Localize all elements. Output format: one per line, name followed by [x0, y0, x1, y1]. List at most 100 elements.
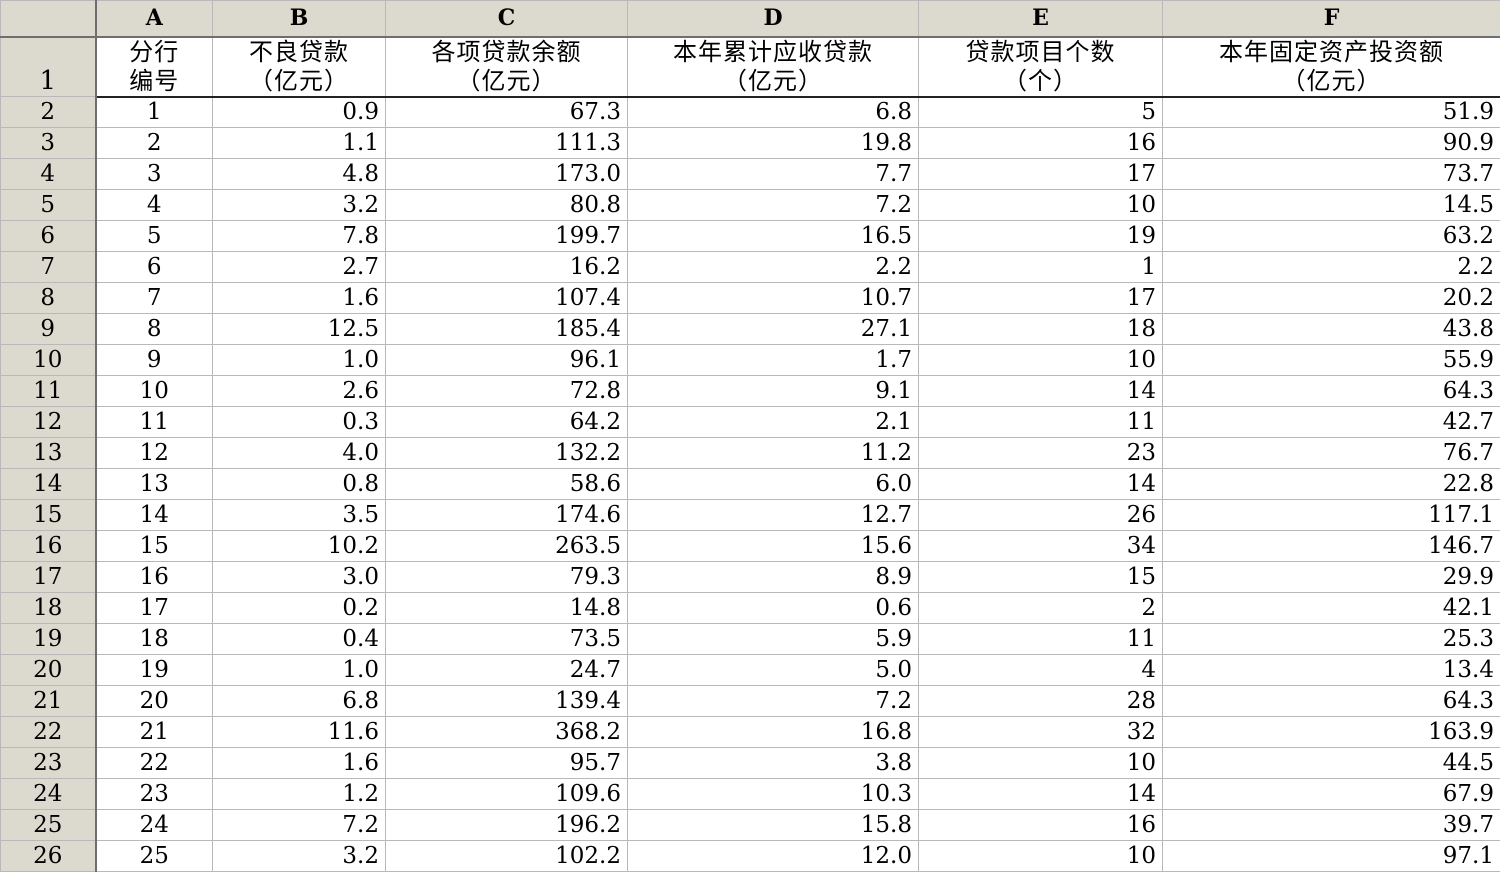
cell-b[interactable]: 0.3: [213, 407, 386, 438]
cell-a[interactable]: 10: [96, 376, 213, 407]
cell-b[interactable]: 12.5: [213, 314, 386, 345]
row-header[interactable]: 16: [1, 531, 96, 562]
header-cell-loan-project-count[interactable]: 贷款项目个数（个）: [919, 37, 1163, 97]
cell-f[interactable]: 146.7: [1163, 531, 1500, 562]
cell-f[interactable]: 22.8: [1163, 469, 1500, 500]
cell-d[interactable]: 16.8: [628, 717, 919, 748]
cell-e[interactable]: 18: [919, 314, 1163, 345]
row-header[interactable]: 20: [1, 655, 96, 686]
cell-c[interactable]: 95.7: [386, 748, 628, 779]
cell-a[interactable]: 18: [96, 624, 213, 655]
column-header-e[interactable]: E: [919, 1, 1163, 37]
select-all-corner[interactable]: [1, 1, 96, 37]
cell-c[interactable]: 107.4: [386, 283, 628, 314]
header-cell-bad-loans[interactable]: 不良贷款（亿元）: [213, 37, 386, 97]
cell-d[interactable]: 1.7: [628, 345, 919, 376]
header-cell-loan-balance[interactable]: 各项贷款余额（亿元）: [386, 37, 628, 97]
row-header[interactable]: 12: [1, 407, 96, 438]
cell-c[interactable]: 199.7: [386, 221, 628, 252]
cell-e[interactable]: 1: [919, 252, 1163, 283]
cell-b[interactable]: 3.0: [213, 562, 386, 593]
cell-b[interactable]: 7.2: [213, 810, 386, 841]
cell-a[interactable]: 24: [96, 810, 213, 841]
cell-a[interactable]: 14: [96, 500, 213, 531]
cell-d[interactable]: 6.0: [628, 469, 919, 500]
cell-e[interactable]: 34: [919, 531, 1163, 562]
cell-e[interactable]: 11: [919, 407, 1163, 438]
cell-e[interactable]: 11: [919, 624, 1163, 655]
cell-d[interactable]: 15.8: [628, 810, 919, 841]
row-header[interactable]: 5: [1, 190, 96, 221]
cell-c[interactable]: 24.7: [386, 655, 628, 686]
cell-b[interactable]: 2.7: [213, 252, 386, 283]
cell-e[interactable]: 5: [919, 97, 1163, 128]
cell-b[interactable]: 1.2: [213, 779, 386, 810]
cell-e[interactable]: 15: [919, 562, 1163, 593]
row-header[interactable]: 7: [1, 252, 96, 283]
cell-f[interactable]: 20.2: [1163, 283, 1500, 314]
cell-f[interactable]: 13.4: [1163, 655, 1500, 686]
cell-d[interactable]: 7.2: [628, 686, 919, 717]
cell-a[interactable]: 4: [96, 190, 213, 221]
cell-b[interactable]: 1.6: [213, 283, 386, 314]
cell-c[interactable]: 102.2: [386, 841, 628, 872]
cell-c[interactable]: 73.5: [386, 624, 628, 655]
header-cell-receivable-loans[interactable]: 本年累计应收贷款（亿元）: [628, 37, 919, 97]
column-header-d[interactable]: D: [628, 1, 919, 37]
row-header[interactable]: 11: [1, 376, 96, 407]
cell-a[interactable]: 6: [96, 252, 213, 283]
cell-e[interactable]: 23: [919, 438, 1163, 469]
row-header[interactable]: 6: [1, 221, 96, 252]
cell-d[interactable]: 2.2: [628, 252, 919, 283]
cell-e[interactable]: 10: [919, 841, 1163, 872]
cell-c[interactable]: 96.1: [386, 345, 628, 376]
cell-c[interactable]: 368.2: [386, 717, 628, 748]
row-header[interactable]: 2: [1, 97, 96, 128]
cell-e[interactable]: 16: [919, 128, 1163, 159]
row-header[interactable]: 3: [1, 128, 96, 159]
cell-d[interactable]: 15.6: [628, 531, 919, 562]
row-header[interactable]: 19: [1, 624, 96, 655]
cell-f[interactable]: 42.1: [1163, 593, 1500, 624]
cell-b[interactable]: 1.0: [213, 655, 386, 686]
cell-d[interactable]: 3.8: [628, 748, 919, 779]
row-header[interactable]: 4: [1, 159, 96, 190]
cell-b[interactable]: 3.2: [213, 841, 386, 872]
cell-e[interactable]: 14: [919, 469, 1163, 500]
cell-a[interactable]: 21: [96, 717, 213, 748]
cell-a[interactable]: 2: [96, 128, 213, 159]
column-header-f[interactable]: F: [1163, 1, 1500, 37]
header-cell-fixed-asset-investment[interactable]: 本年固定资产投资额（亿元）: [1163, 37, 1500, 97]
column-header-b[interactable]: B: [213, 1, 386, 37]
cell-d[interactable]: 12.0: [628, 841, 919, 872]
cell-f[interactable]: 117.1: [1163, 500, 1500, 531]
row-header[interactable]: 14: [1, 469, 96, 500]
row-header[interactable]: 13: [1, 438, 96, 469]
cell-a[interactable]: 8: [96, 314, 213, 345]
cell-b[interactable]: 1.6: [213, 748, 386, 779]
cell-b[interactable]: 0.2: [213, 593, 386, 624]
cell-b[interactable]: 2.6: [213, 376, 386, 407]
row-header[interactable]: 17: [1, 562, 96, 593]
row-header[interactable]: 22: [1, 717, 96, 748]
cell-a[interactable]: 12: [96, 438, 213, 469]
cell-b[interactable]: 4.8: [213, 159, 386, 190]
cell-b[interactable]: 7.8: [213, 221, 386, 252]
cell-f[interactable]: 97.1: [1163, 841, 1500, 872]
cell-d[interactable]: 7.7: [628, 159, 919, 190]
cell-b[interactable]: 6.8: [213, 686, 386, 717]
cell-d[interactable]: 12.7: [628, 500, 919, 531]
cell-e[interactable]: 10: [919, 190, 1163, 221]
cell-f[interactable]: 163.9: [1163, 717, 1500, 748]
cell-c[interactable]: 185.4: [386, 314, 628, 345]
cell-d[interactable]: 19.8: [628, 128, 919, 159]
cell-b[interactable]: 4.0: [213, 438, 386, 469]
cell-a[interactable]: 16: [96, 562, 213, 593]
cell-b[interactable]: 10.2: [213, 531, 386, 562]
cell-c[interactable]: 16.2: [386, 252, 628, 283]
cell-f[interactable]: 51.9: [1163, 97, 1500, 128]
cell-a[interactable]: 5: [96, 221, 213, 252]
cell-c[interactable]: 67.3: [386, 97, 628, 128]
cell-e[interactable]: 10: [919, 345, 1163, 376]
cell-d[interactable]: 6.8: [628, 97, 919, 128]
